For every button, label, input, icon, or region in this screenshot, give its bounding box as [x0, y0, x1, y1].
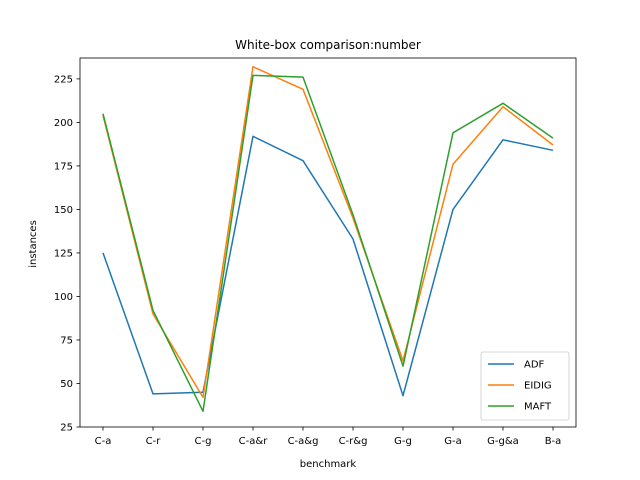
series-line-adf — [102, 135, 554, 397]
y-tick-label: 175 — [54, 161, 73, 172]
series-line-eidig — [102, 65, 554, 399]
x-tick-label: B-a — [545, 436, 562, 447]
y-axis-label: instances — [28, 220, 39, 268]
chart-title: White-box comparison:number — [235, 38, 421, 52]
x-tick-label: C-a — [95, 436, 112, 447]
legend: ADF EIDIG MAFT — [480, 351, 570, 421]
x-tick-label: C-r&g — [339, 436, 368, 447]
y-tick-label: 150 — [54, 205, 73, 216]
x-tick-label: G-a — [444, 436, 462, 447]
y-tick-label: 225 — [54, 74, 73, 85]
x-tick-label: G-g&a — [487, 436, 519, 447]
x-tick-label: G-g — [394, 436, 412, 447]
legend-label-adf: ADF — [524, 360, 545, 371]
legend-label-eidig: EIDIG — [524, 381, 552, 392]
series-line-maft — [102, 74, 554, 413]
x-tick-label: C-g — [195, 436, 212, 447]
y-tick-label: 75 — [60, 335, 73, 346]
y-tick-label: 125 — [54, 248, 73, 259]
x-axis-label: benchmark — [300, 459, 357, 470]
x-tick-label: C-r — [146, 436, 162, 447]
legend-box — [480, 351, 570, 421]
axes-frame — [79, 57, 577, 428]
x-tick-label: C-a&r — [239, 436, 269, 447]
x-tick-label: C-a&g — [288, 436, 319, 447]
y-tick-label: 200 — [54, 118, 73, 129]
y-tick-label: 50 — [60, 379, 73, 390]
plot-area: C-a C-r C-g C-a&r C-a&g C-r&g G-g G-a G-g&a B-a 25… — [54, 57, 577, 447]
y-tick-label: 25 — [60, 423, 73, 434]
y-tick-label: 100 — [54, 292, 73, 303]
legend-label-maft: MAFT — [524, 402, 552, 413]
